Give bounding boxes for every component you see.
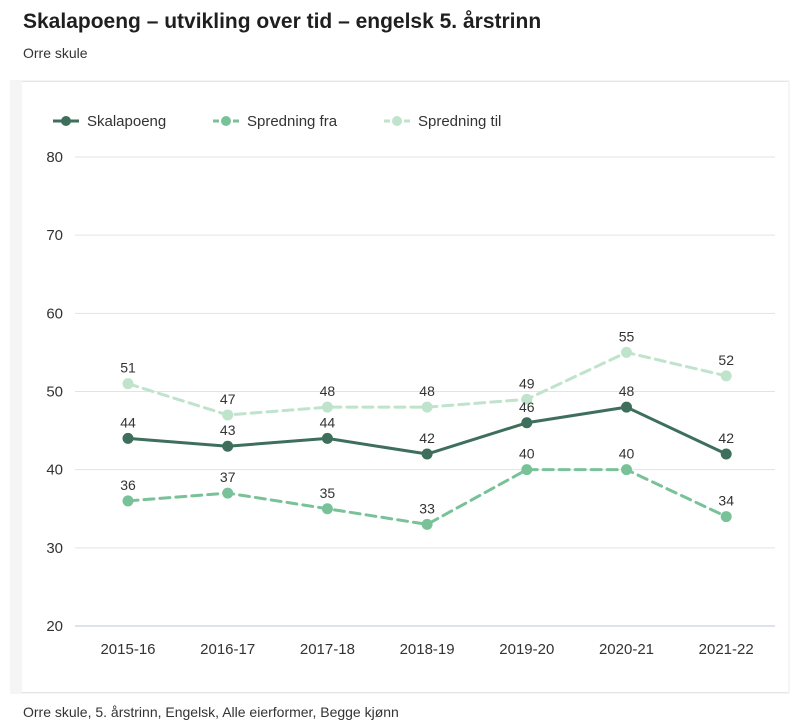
data-point xyxy=(421,401,433,413)
data-label: 44 xyxy=(320,414,336,430)
data-label: 47 xyxy=(220,391,236,407)
data-label: 42 xyxy=(718,430,734,446)
chart-subtitle: Orre skule xyxy=(23,45,88,61)
chart-card xyxy=(22,81,788,693)
data-point xyxy=(521,464,533,476)
gridlines xyxy=(75,156,775,627)
y-tick-label: 20 xyxy=(46,618,63,635)
y-tick-label: 30 xyxy=(46,540,63,557)
data-label: 37 xyxy=(220,469,236,485)
legend-label: Spredning til xyxy=(418,113,501,130)
y-tick-label: 70 xyxy=(46,227,63,244)
data-label: 33 xyxy=(419,500,435,516)
chart-title: Skalapoeng – utvikling over tid – engels… xyxy=(23,10,542,33)
legend-marker xyxy=(221,116,231,126)
data-label: 48 xyxy=(419,383,435,399)
data-point xyxy=(222,487,234,499)
data-label: 48 xyxy=(619,383,635,399)
data-label: 34 xyxy=(718,493,734,509)
data-point xyxy=(122,432,134,444)
data-point xyxy=(321,503,333,515)
data-label: 49 xyxy=(519,375,535,391)
x-tick-label: 2017-18 xyxy=(300,641,355,658)
y-tick-label: 60 xyxy=(46,305,63,322)
data-point xyxy=(321,432,333,444)
data-point xyxy=(222,409,234,421)
x-tick-label: 2018-19 xyxy=(400,641,455,658)
data-label: 42 xyxy=(419,430,435,446)
data-label: 44 xyxy=(120,414,136,430)
data-label: 36 xyxy=(120,477,136,493)
data-label: 43 xyxy=(220,422,236,438)
data-point xyxy=(621,401,632,413)
series-spredning-fra xyxy=(122,464,732,530)
data-point xyxy=(720,448,732,460)
data-label: 35 xyxy=(320,485,336,501)
data-point xyxy=(421,518,433,530)
legend: Skalapoeng Spredning fra Spredning til xyxy=(53,113,501,130)
legend-label: Spredning fra xyxy=(247,113,338,130)
legend-item: Skalapoeng xyxy=(53,113,166,130)
data-point xyxy=(521,417,533,429)
data-label: 40 xyxy=(619,446,635,462)
y-tick-label: 80 xyxy=(46,149,63,166)
data-point xyxy=(720,370,732,382)
data-label: 55 xyxy=(619,328,635,344)
data-point xyxy=(122,495,134,507)
series-skalapoeng xyxy=(122,401,732,460)
x-tick-label: 2016-17 xyxy=(200,641,255,658)
x-tick-label: 2020-21 xyxy=(599,641,654,658)
x-tick-label: 2019-20 xyxy=(499,641,554,658)
legend-marker xyxy=(61,116,71,126)
data-point xyxy=(720,511,732,523)
data-point xyxy=(621,346,632,358)
legend-marker xyxy=(392,116,402,126)
data-point xyxy=(421,448,433,460)
legend-label: Skalapoeng xyxy=(87,113,166,130)
legend-item: Spredning til xyxy=(384,113,501,130)
data-label: 52 xyxy=(718,352,734,368)
data-label: 48 xyxy=(320,383,336,399)
y-tick-label: 40 xyxy=(46,462,63,479)
data-label: 46 xyxy=(519,399,535,415)
series-spredning-til xyxy=(122,346,732,421)
data-label: 51 xyxy=(120,360,136,376)
legend-item: Spredning fra xyxy=(213,113,338,130)
data-point xyxy=(621,464,632,476)
data-point xyxy=(521,393,533,405)
x-tick-label: 2015-16 xyxy=(100,641,155,658)
data-label: 40 xyxy=(519,446,535,462)
chart-footer-filters: Orre skule, 5. årstrinn, Engelsk, Alle e… xyxy=(23,704,399,720)
x-tick-label: 2021-22 xyxy=(699,641,754,658)
data-point xyxy=(321,401,333,413)
data-point xyxy=(122,378,134,390)
data-point xyxy=(222,440,234,452)
y-tick-label: 50 xyxy=(46,384,63,401)
